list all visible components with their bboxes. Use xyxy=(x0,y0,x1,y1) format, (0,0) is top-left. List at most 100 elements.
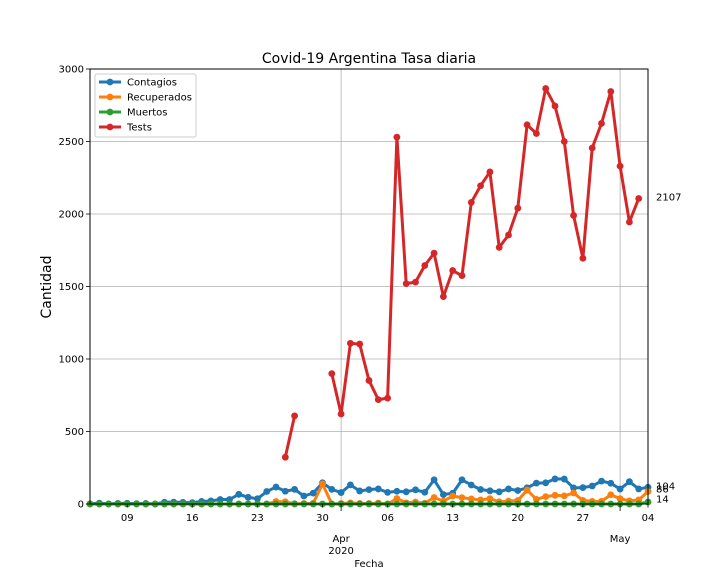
data-point-tests xyxy=(533,130,540,137)
data-point-tests xyxy=(570,212,577,219)
data-point-contagios xyxy=(291,485,298,493)
data-point-tests xyxy=(560,138,568,145)
data-point-tests xyxy=(449,267,457,274)
data-point-tests xyxy=(579,254,587,262)
data-point-tests xyxy=(542,85,550,92)
data-point-contagios xyxy=(579,484,587,492)
data-point-tests xyxy=(281,453,289,461)
y-axis-label: Cantidad xyxy=(39,256,55,319)
x-month-label: Apr xyxy=(332,534,350,545)
data-point-recuperados xyxy=(393,495,401,502)
legend-label-muertos: Muertos xyxy=(127,108,167,119)
data-point-tests xyxy=(412,278,419,286)
data-point-recuperados xyxy=(570,489,577,497)
data-point-contagios xyxy=(570,484,577,492)
data-point-contagios xyxy=(412,486,419,494)
data-point-recuperados xyxy=(467,495,475,503)
data-point-contagios xyxy=(309,489,317,497)
data-point-contagios xyxy=(588,482,596,490)
data-point-tests xyxy=(402,280,410,287)
legend-label-recuperados: Recuperados xyxy=(127,93,192,104)
y-tick-label: 3000 xyxy=(59,65,84,76)
y-tick-label: 1000 xyxy=(59,355,84,366)
data-point-contagios xyxy=(477,486,484,493)
data-point-contagios xyxy=(281,487,289,495)
series-lines xyxy=(89,87,650,506)
data-point-tests xyxy=(514,204,522,212)
data-point-contagios xyxy=(635,485,643,493)
data-point-tests xyxy=(626,218,633,226)
data-point-contagios xyxy=(365,486,373,494)
data-point-recuperados xyxy=(542,493,550,501)
data-point-contagios xyxy=(356,487,364,495)
legend-marker-contagios xyxy=(106,78,114,86)
y-tick-label: 2000 xyxy=(59,210,84,221)
legend-marker-muertos xyxy=(106,108,114,116)
data-point-recuperados xyxy=(430,494,438,501)
x-year-label: 2020 xyxy=(328,546,353,557)
end-label: 86 xyxy=(656,485,669,496)
data-point-contagios xyxy=(347,481,354,489)
legend: Contagios Recuperados Muertos Tests xyxy=(94,73,197,138)
data-point-contagios xyxy=(495,488,503,496)
data-point-tests xyxy=(384,394,391,402)
data-point-contagios xyxy=(393,487,401,495)
data-point-contagios xyxy=(263,488,271,495)
y-tick-label: 500 xyxy=(65,427,84,438)
y-tick-label: 1500 xyxy=(59,282,84,293)
y-ticks: 0 500 1000 1500 2000 2500 3000 xyxy=(59,65,90,511)
data-point-tests xyxy=(458,272,466,280)
end-label: 104 xyxy=(656,482,675,493)
legend-label-contagios: Contagios xyxy=(127,78,177,89)
data-point-recuperados xyxy=(551,491,559,499)
data-point-contagios xyxy=(440,491,447,498)
data-point-tests xyxy=(365,377,373,384)
data-point-recuperados xyxy=(319,480,326,488)
data-point-contagios xyxy=(598,477,605,485)
data-point-recuperados xyxy=(523,486,531,494)
data-point-tests xyxy=(393,133,401,141)
data-point-contagios xyxy=(430,476,438,484)
data-point-recuperados xyxy=(449,492,457,500)
y-tick-label: 2500 xyxy=(59,137,84,148)
data-point-tests xyxy=(430,249,438,257)
x-tick-label: 27 xyxy=(577,513,590,524)
series-points xyxy=(86,85,652,508)
x-month-label: May xyxy=(610,534,631,545)
data-point-contagios xyxy=(235,490,243,498)
chart-title: Covid-19 Argentina Tasa diaria xyxy=(262,51,476,67)
data-point-tests xyxy=(616,162,624,170)
end-label: 2107 xyxy=(656,193,681,204)
data-point-tests xyxy=(356,340,364,348)
data-point-tests xyxy=(495,243,503,251)
data-point-tests xyxy=(607,88,615,95)
x-tick-label: 06 xyxy=(381,513,394,524)
x-tick-label: 04 xyxy=(642,513,655,524)
data-point-tests xyxy=(337,410,345,418)
x-tick-label: 16 xyxy=(186,513,199,524)
data-point-contagios xyxy=(421,488,429,496)
data-point-contagios xyxy=(560,475,568,483)
data-point-contagios xyxy=(337,489,345,496)
data-point-contagios xyxy=(542,479,550,487)
data-point-contagios xyxy=(514,487,522,494)
data-point-contagios xyxy=(533,479,540,487)
legend-marker-recuperados xyxy=(106,93,114,101)
data-point-recuperados xyxy=(560,492,568,500)
data-point-contagios xyxy=(402,488,410,496)
data-point-contagios xyxy=(272,483,280,491)
data-point-tests xyxy=(505,231,512,239)
data-point-tests xyxy=(598,119,605,127)
x-tick-label: 13 xyxy=(446,513,459,524)
data-point-tests xyxy=(467,199,475,206)
x-tick-label: 30 xyxy=(316,513,329,524)
data-point-contagios xyxy=(505,485,512,493)
end-label: 14 xyxy=(656,495,669,506)
data-point-tests xyxy=(291,412,298,420)
data-point-recuperados xyxy=(616,495,624,503)
data-point-tests xyxy=(328,370,336,378)
data-point-contagios xyxy=(626,478,633,486)
data-point-contagios xyxy=(551,475,559,483)
